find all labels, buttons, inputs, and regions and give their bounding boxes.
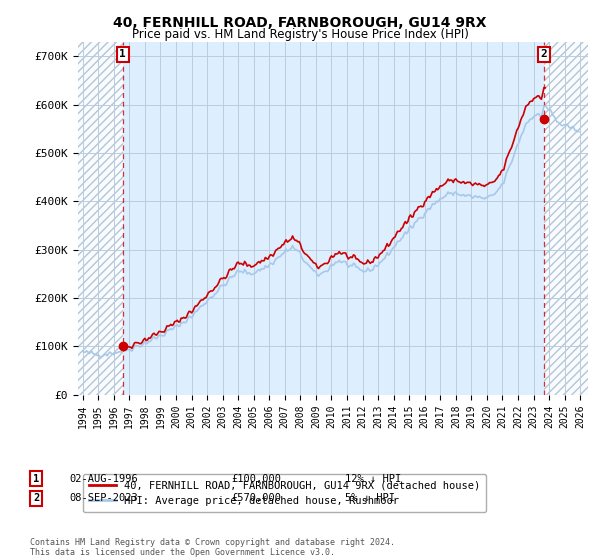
Text: 1: 1 — [33, 474, 39, 484]
Text: 02-AUG-1996: 02-AUG-1996 — [69, 474, 138, 484]
Text: 40, FERNHILL ROAD, FARNBOROUGH, GU14 9RX: 40, FERNHILL ROAD, FARNBOROUGH, GU14 9RX — [113, 16, 487, 30]
Text: 12% ↓ HPI: 12% ↓ HPI — [345, 474, 401, 484]
Text: 5% ↓ HPI: 5% ↓ HPI — [345, 493, 395, 503]
Text: Price paid vs. HM Land Registry's House Price Index (HPI): Price paid vs. HM Land Registry's House … — [131, 28, 469, 41]
Text: £570,000: £570,000 — [231, 493, 281, 503]
Text: £100,000: £100,000 — [231, 474, 281, 484]
Legend: 40, FERNHILL ROAD, FARNBOROUGH, GU14 9RX (detached house), HPI: Average price, d: 40, FERNHILL ROAD, FARNBOROUGH, GU14 9RX… — [83, 474, 487, 512]
Text: 2: 2 — [33, 493, 39, 503]
Text: 1: 1 — [119, 49, 126, 59]
Text: 08-SEP-2023: 08-SEP-2023 — [69, 493, 138, 503]
Bar — [78, 42, 123, 395]
Text: 2: 2 — [541, 49, 547, 59]
Text: Contains HM Land Registry data © Crown copyright and database right 2024.
This d: Contains HM Land Registry data © Crown c… — [30, 538, 395, 557]
Bar — [544, 42, 588, 395]
